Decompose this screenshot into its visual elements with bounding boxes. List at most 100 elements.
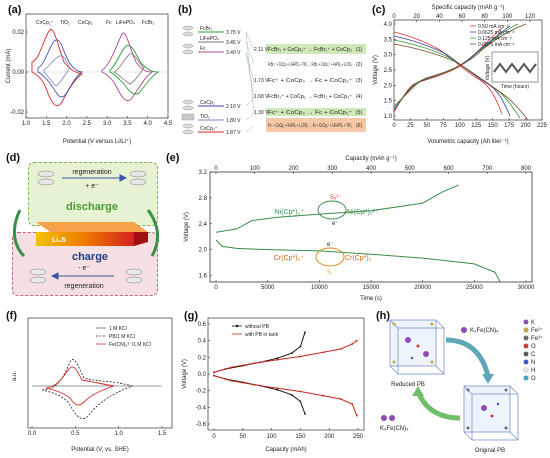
e-xt-tick-label-1: 100 <box>250 166 261 172</box>
reaction-1-highlight <box>266 44 366 54</box>
reaction-4-voltage: 1.68 V <box>254 94 269 100</box>
top-axis-label-e: Capacity (mAh g⁻¹) <box>345 156 397 162</box>
h-legend-swatch-6 <box>523 367 529 373</box>
curve-fecn <box>45 366 115 406</box>
ticks-g: 0 50 100 150 200 250 -0.6 -0.4 -0.2 0.0 0.2 0.4 0.6 <box>196 322 364 440</box>
ticks-f: 0.0 0.5 1.0 1.5 <box>28 426 167 437</box>
g-x-tick-label-2: 100 <box>267 434 278 440</box>
panel-b: (b) FcBr₂ 3.75 V LiFePO₄ 3.45 V Fc 3.40 … <box>176 2 368 148</box>
g-x-tick-label-3: 150 <box>295 434 306 440</box>
top-electron-label: + e⁻ <box>85 183 99 190</box>
reduction-arrow <box>415 390 461 421</box>
g-series-3-point-2 <box>253 383 256 386</box>
top-reagent-label: K₃Fe(CN)₆ <box>470 328 499 334</box>
panel-label-d: (d) <box>6 152 21 164</box>
c-xb-tick-label-5: 125 <box>471 123 482 129</box>
c-y-tick-label-0: 4.0 <box>384 22 393 28</box>
diagram-d: regeneration + e⁻ discharge Li₂S charge … <box>13 169 159 290</box>
bottom-electron-label: - e⁻ <box>78 265 90 272</box>
g-x-tick-label-1: 50 <box>239 434 246 440</box>
level-label-tio2: TiO₂ <box>200 114 210 120</box>
e-xt-tick-label-4: 400 <box>366 166 377 172</box>
molecule-icons-d <box>29 170 147 284</box>
panel-label-b: (b) <box>178 4 193 16</box>
panel-label-e: (e) <box>166 152 180 164</box>
e-xb-tick-label-1: 5000 <box>261 285 275 291</box>
diagram-h: Reduced PB Original PB K₃Fe(CN)₆ K₄Fe(CN… <box>380 319 543 454</box>
reaction-3-voltage: 1.73 V <box>254 78 269 84</box>
ticks-c: 0 25 50 75 100 125 150 175 200 225 0 20 40 60 80 100 120… <box>384 14 548 129</box>
c-xt-tick-label-5: 100 <box>502 14 513 20</box>
g-series-0-point-4 <box>276 357 279 360</box>
legend-c-2: 0.0625 mA cm⁻² <box>478 30 515 36</box>
c-y-tick-label-3: 2.5 <box>384 68 393 74</box>
g-series-3-point-3 <box>276 387 279 390</box>
a-y-tick-label-0: 0.02 <box>12 30 24 36</box>
a-x-tick-label-0: 1.0 <box>22 121 31 127</box>
reaction-6-highlight <box>266 118 366 132</box>
g-y-tick-label-0: -0.6 <box>196 422 207 428</box>
e-y-tick-label-3: 2.8 <box>199 196 208 202</box>
g-series-3-line <box>213 375 358 416</box>
a-y-tick-label-2: -0.02 <box>10 110 24 116</box>
reduction-arrowhead <box>412 386 424 396</box>
curve-fc <box>101 32 154 102</box>
g-series-3-point-5 <box>322 394 325 397</box>
c-y-tick-label-4: 2.0 <box>384 83 393 89</box>
curve-cocp2plus <box>31 29 84 107</box>
cr-sulfur-label: S <box>327 270 331 276</box>
h-legend-swatch-5 <box>523 359 529 365</box>
a-x-tick-label-5: 3.5 <box>123 121 132 127</box>
e-y-tick-label-4: 3.2 <box>199 170 208 176</box>
chart-f: 1 M KCl PB/1 M KCl Fe(CN)₆³⁻/1 M KCl 0.0… <box>12 317 173 453</box>
reaction-5-text: Fc⁺ + CoCp₂ → Fc + CoCp₂⁺ <box>268 110 352 116</box>
electrode-side <box>134 232 148 246</box>
reaction-5-voltage: 1.30 V <box>254 110 269 116</box>
c-y-tick-label-1: 3.5 <box>384 37 393 43</box>
panel-label-h: (h) <box>376 310 391 322</box>
g-series-2-point-3 <box>276 358 279 361</box>
e-xb-tick-label-4: 20000 <box>414 285 431 291</box>
energy-levels-b <box>198 31 224 133</box>
panel-label-g: (g) <box>184 310 199 322</box>
reaction-4-number: (4) <box>356 94 362 100</box>
g-y-tick-label-5: 0.4 <box>198 339 207 345</box>
legend-c-4: 0.0875 mA cm⁻² <box>478 42 515 48</box>
electrode-block <box>36 232 134 246</box>
c-y-tick-label-2: 3.0 <box>384 53 393 59</box>
legend-g-without-pb: without PB <box>245 324 270 330</box>
g-series-2-point-4 <box>299 355 302 358</box>
inset-xlabel-c: Time (hours) <box>501 84 529 90</box>
plot-frame-a <box>25 13 169 119</box>
h-legend-label-4: C <box>531 352 536 358</box>
e-xb-tick-label-2: 10000 <box>311 285 328 291</box>
f-x-tick-label-0: 0.0 <box>28 431 37 437</box>
original-pb-label: Original PB <box>475 448 505 454</box>
g-series-3-point-4 <box>299 390 302 393</box>
plot-frame-e <box>209 171 533 283</box>
electrode-top <box>36 222 148 232</box>
legend-a-lifepo4: LiFePO₄ <box>116 20 135 26</box>
e-xt-tick-label-3: 300 <box>327 166 338 172</box>
g-series-1-point-5 <box>290 393 293 396</box>
x-axis-label-g: Capacity (mAh) <box>265 447 306 453</box>
c-xb-tick-label-6: 150 <box>488 123 499 129</box>
e-xb-tick-label-6: 30000 <box>518 285 535 291</box>
legend-a-fc: Fc <box>106 20 112 26</box>
h-legend-swatch-3 <box>523 343 529 349</box>
bottom-regeneration-label: regeneration <box>64 283 103 290</box>
h-legend-label-0: K <box>531 320 535 326</box>
h-legend-label-2: Fe³⁺ <box>531 335 543 342</box>
a-x-tick-label-7: 4.5 <box>164 121 173 127</box>
g-series-2-point-5 <box>322 351 325 354</box>
legend-f-fecn: Fe(CN)₆³⁻/1 M KCl <box>109 342 151 348</box>
inset-ylabel-c: Voltage (V) <box>485 55 491 80</box>
cr-left-label: Cr(Cp*)₂⁺ <box>274 255 304 262</box>
right-cycle-arrow <box>146 209 159 257</box>
legend-g: without PB with PB in tank <box>232 324 279 338</box>
g-series-3-point-6 <box>339 398 342 400</box>
panel-c: (c) Specific capacity (mAh g⁻¹) Time (ho… <box>370 2 548 148</box>
level-label-cocp2plus: CoCp₂⁺ <box>200 126 218 132</box>
g-series-0-line <box>213 332 306 373</box>
